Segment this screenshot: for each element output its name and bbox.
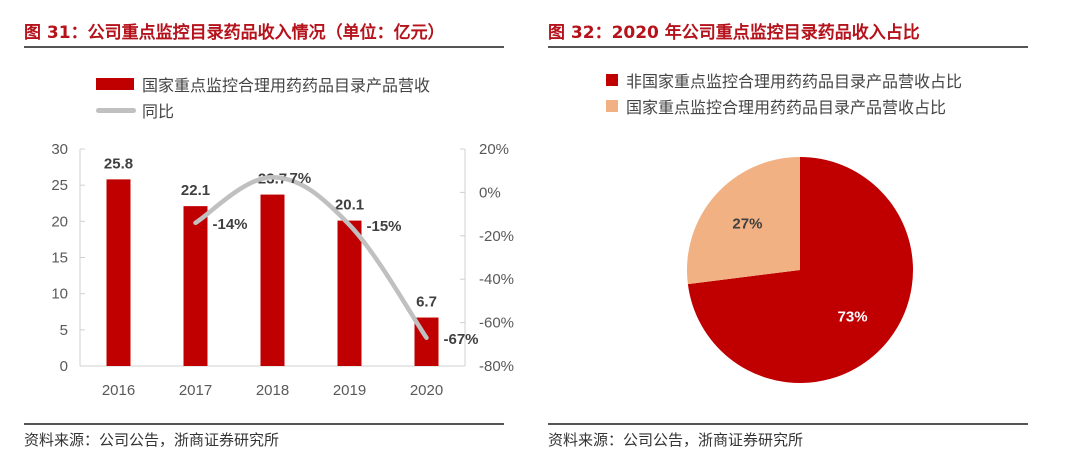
bar-2018 <box>260 194 285 366</box>
legend-item-monitored: 国家重点监控合理用药药品目录产品营收占比 <box>606 93 962 119</box>
yoy-value-label: 7% <box>290 170 312 187</box>
right-y-tick-label: -60% <box>479 315 514 332</box>
x-tick-label: 2020 <box>410 382 443 399</box>
legend-item-non-monitored: 非国家重点监控合理用药药品目录产品营收占比 <box>606 67 962 93</box>
legend-label: 国家重点监控合理用药药品目录产品营收 <box>142 76 431 95</box>
bar-2016 <box>106 179 131 366</box>
legend-swatch-line <box>96 107 136 113</box>
legend-swatch-dark-red <box>606 74 618 86</box>
right-y-tick-label: 0% <box>479 184 501 201</box>
pie-slice-label: 73% <box>838 308 868 325</box>
legend-label: 同比 <box>142 102 175 121</box>
x-tick-label: 2019 <box>333 382 366 399</box>
pie-chart: 73% 27% <box>687 157 913 383</box>
left-y-tick-label: 25 <box>51 177 68 194</box>
bar-value-label: 6.7 <box>416 294 437 311</box>
source-rule <box>548 423 1028 425</box>
yoy-value-label: -14% <box>213 216 248 233</box>
bar-2019 <box>337 220 362 366</box>
figure-31-title: 图 31：公司重点监控目录药品收入情况（单位：亿元） <box>24 23 445 43</box>
bar-value-label: 20.1 <box>335 197 364 214</box>
left-y-tick-label: 30 <box>51 141 68 158</box>
source-note: 资料来源：公司公告，浙商证券研究所 <box>548 431 804 449</box>
legend-swatch-peach <box>606 100 618 112</box>
pie-slice-monitored <box>687 157 800 285</box>
right-y-tick-label: -40% <box>479 271 514 288</box>
pie-chart-legend: 非国家重点监控合理用药药品目录产品营收占比 国家重点监控合理用药药品目录产品营收… <box>606 67 962 119</box>
source-note: 资料来源：公司公告，浙商证券研究所 <box>24 431 280 449</box>
title-rule <box>24 46 504 48</box>
left-y-tick-label: 0 <box>60 358 68 375</box>
pie-slice-label: 27% <box>732 216 762 233</box>
yoy-line <box>193 174 429 341</box>
yoy-value-label: -67% <box>444 331 479 348</box>
right-y-tick-label: -80% <box>479 358 514 375</box>
bar-chart-legend: 国家重点监控合理用药药品目录产品营收 同比 <box>96 71 430 123</box>
yoy-value-label: -15% <box>367 218 402 235</box>
legend-label: 国家重点监控合理用药药品目录产品营收占比 <box>626 98 947 117</box>
right-y-tick-label: 20% <box>479 141 509 158</box>
right-y-tick-label: -20% <box>479 228 514 245</box>
bar-value-label: 25.8 <box>104 155 133 172</box>
legend-swatch-bar <box>96 78 134 90</box>
left-y-tick-label: 15 <box>51 250 68 267</box>
x-tick-label: 2016 <box>102 382 135 399</box>
left-y-tick-label: 5 <box>60 322 68 339</box>
legend-label: 非国家重点监控合理用药药品目录产品营收占比 <box>626 72 963 91</box>
x-tick-label: 2018 <box>256 382 289 399</box>
bar-line-chart: 0 5 10 15 20 25 30 -80% -60% -40% -20% 0% 20% 2016 201… <box>51 141 514 399</box>
bar-value-label: 22.1 <box>181 182 210 199</box>
figure-32-title: 图 32：2020 年公司重点监控目录药品收入占比 <box>548 23 920 43</box>
source-rule <box>24 423 504 425</box>
legend-item-yoy: 同比 <box>96 97 430 123</box>
bar-2017 <box>183 206 208 366</box>
legend-item-revenue: 国家重点监控合理用药药品目录产品营收 <box>96 71 430 97</box>
x-tick-label: 2017 <box>179 382 212 399</box>
left-y-tick-label: 20 <box>51 213 68 230</box>
left-y-tick-label: 10 <box>51 286 68 303</box>
title-rule <box>548 46 1028 48</box>
pie-slice-non-monitored <box>687 157 913 383</box>
